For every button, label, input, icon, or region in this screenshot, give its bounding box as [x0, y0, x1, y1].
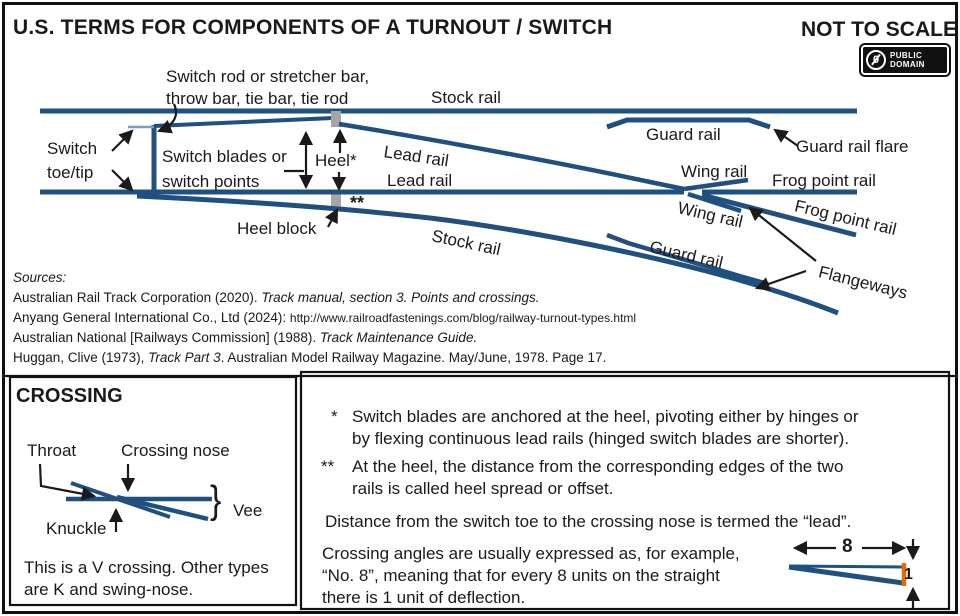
source-entry-1: Australian Rail Track Corporation (2020)…: [13, 290, 540, 305]
throat-arrow: [38, 463, 97, 501]
note3-text: Distance from the switch toe to the cros…: [325, 512, 852, 531]
heel-block-bottom: [331, 192, 341, 207]
scale-note: NOT TO SCALE: [801, 18, 957, 41]
flangeway-arrow-upper: [748, 206, 817, 262]
angle-diagram-lines: [788, 539, 921, 608]
wedge-top-line: [788, 564, 904, 569]
wing-rail-straight-line: [683, 177, 749, 192]
label-guard-rail-flare: Guard rail flare: [796, 137, 909, 156]
label-heel-spread-marker: **: [350, 193, 365, 213]
switch-toe-arrow-lower: [111, 169, 134, 192]
angle-run-value: 8: [842, 536, 853, 557]
sources-heading: Sources:: [13, 270, 67, 285]
notes-panel-border: [299, 370, 951, 611]
angle-rise-value: 1: [904, 566, 913, 583]
public-domain-badge: 0 PUBLIC DOMAIN: [859, 43, 951, 77]
wing-rail-curved-line: [687, 191, 742, 214]
switch-rod-arrow: [156, 103, 178, 134]
label-wing-rail-top: Wing rail: [681, 162, 748, 181]
crossing-vee-rail: [116, 494, 209, 522]
crossing-lines: [38, 463, 212, 532]
note4-text: Crossing angles are usually expressed as…: [322, 544, 740, 607]
turnout-arrows: [111, 103, 817, 291]
source-entry-2: Anyang General International Co., Ltd (2…: [13, 310, 637, 325]
switch-blade-top-line: [153, 116, 334, 128]
label-switch-rod: Switch rod or stretcher bar, throw bar, …: [166, 67, 370, 108]
label-crossing-nose: Crossing nose: [121, 441, 230, 460]
note2-marker: **: [321, 457, 335, 476]
wedge-diagonal-line: [788, 564, 904, 586]
heel-block-arrow: [324, 208, 339, 228]
badge-text: PUBLIC DOMAIN: [890, 51, 925, 69]
guard-rail-top-line: [606, 117, 771, 130]
label-frog-point-rail-top: Frog point rail: [772, 171, 876, 190]
source-url: http://www.railroadfastenings.com/blog/r…: [289, 311, 637, 325]
label-throat: Throat: [27, 441, 77, 460]
label-stock-rail-top: Stock rail: [431, 88, 501, 107]
label-switch-toe: Switch toe/tip: [47, 139, 98, 182]
page-title: U.S. TERMS FOR COMPONENTS OF A TURNOUT /…: [13, 16, 613, 39]
flangeway-arrow-lower: [754, 269, 807, 291]
crossing-caption: This is a V crossing. Other types are K …: [24, 558, 269, 599]
note1-marker: *: [331, 407, 338, 426]
label-heel-block: Heel block: [237, 219, 317, 238]
crossing-panel-border: [8, 375, 298, 607]
guard-rail-flare-arrow: [773, 128, 799, 147]
label-guard-rail-top: Guard rail: [646, 125, 721, 144]
frog-point-rail-curved-line: [701, 192, 857, 238]
lead-rail-curved-line: [338, 121, 685, 192]
cc-zero-icon: 0: [866, 50, 886, 70]
heel-block-top: [331, 111, 341, 127]
label-switch-blades: Switch blades or switch points: [162, 147, 287, 191]
label-knuckle: Knuckle: [46, 519, 107, 538]
label-vee: Vee: [233, 501, 263, 520]
note1-text: Switch blades are anchored at the heel, …: [352, 407, 859, 448]
label-heel: Heel*: [315, 151, 357, 170]
label-lead-rail-straight: Lead rail: [387, 171, 453, 190]
switch-toe-arrow-upper: [111, 129, 134, 152]
crossing-heading: CROSSING: [16, 385, 123, 407]
vee-brace: }: [210, 478, 222, 523]
note2-text: At the heel, the distance from the corre…: [352, 457, 844, 498]
source-entry-4: Huggan, Clive (1973), Track Part 3. Aust…: [13, 350, 607, 365]
source-entry-3: Australian National [Railways Commission…: [13, 330, 478, 345]
